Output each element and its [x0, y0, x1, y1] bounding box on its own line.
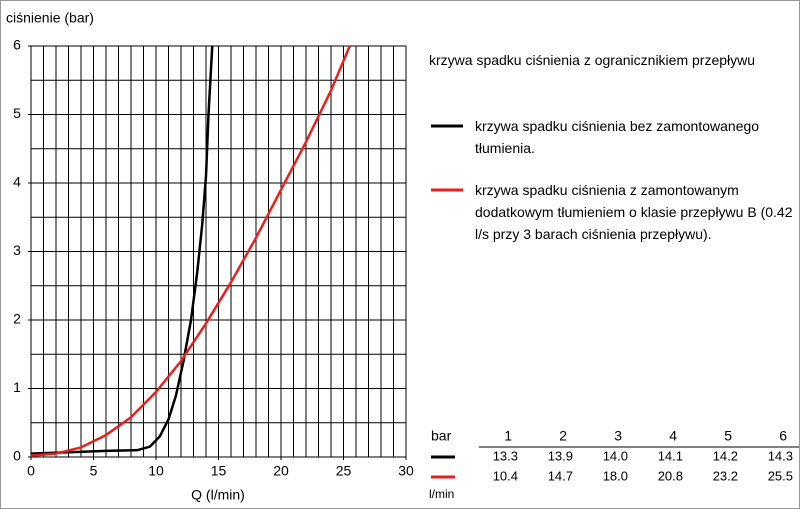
x-tick-label: 20: [273, 463, 289, 479]
table-cell: 13.3: [493, 448, 518, 463]
y-tick-label: 6: [13, 37, 21, 53]
y-tick-label: 4: [13, 174, 21, 190]
table-cell: 14.7: [548, 468, 573, 483]
table-cell: 14.3: [768, 448, 793, 463]
table-cell: 14.1: [658, 448, 683, 463]
y-tick-label: 3: [13, 242, 21, 258]
x-tick-label: 10: [148, 463, 164, 479]
table-column-header: 6: [779, 428, 787, 444]
table-cell: 10.4: [493, 468, 518, 483]
x-tick-label: 30: [398, 463, 414, 479]
table-cell: 25.5: [768, 468, 793, 483]
table-cell: 23.2: [713, 468, 738, 483]
legend-title: krzywa spadku ciśnienia z ogranicznikiem…: [429, 52, 756, 68]
y-axis-label: ciśnienie (bar): [6, 10, 94, 26]
x-tick-label: 25: [336, 463, 352, 479]
x-axis-label: Q (l/min): [191, 487, 245, 503]
table-column-header: 3: [614, 428, 622, 444]
legend-entry: krzywa spadku ciśnienia z zamontowanym d…: [475, 182, 793, 242]
table-cell: 20.8: [658, 468, 683, 483]
table-cell: 14.0: [603, 448, 628, 463]
table-column-header: 1: [504, 428, 512, 444]
legend-entry: krzywa spadku ciśnienia bez zamontowaneg…: [475, 118, 760, 156]
table-column-header: 2: [559, 428, 567, 444]
y-tick-label: 2: [13, 311, 21, 327]
y-tick-label: 5: [13, 105, 21, 121]
table-column-header: 4: [669, 428, 677, 444]
table-cell: 13.9: [548, 448, 573, 463]
table-cell: 18.0: [603, 468, 628, 483]
table-column-header: 5: [724, 428, 732, 444]
x-tick-label: 0: [27, 463, 35, 479]
series-line: [30, 45, 351, 457]
table-cell: 14.2: [713, 448, 738, 463]
x-tick-label: 15: [211, 463, 227, 479]
x-tick-label: 5: [90, 463, 98, 479]
series-line: [30, 45, 214, 455]
y-tick-label: 1: [13, 379, 21, 395]
table-unit-header: bar: [431, 428, 452, 444]
y-tick-label: 0: [13, 448, 21, 464]
table-row-unit: l/min: [429, 487, 454, 501]
